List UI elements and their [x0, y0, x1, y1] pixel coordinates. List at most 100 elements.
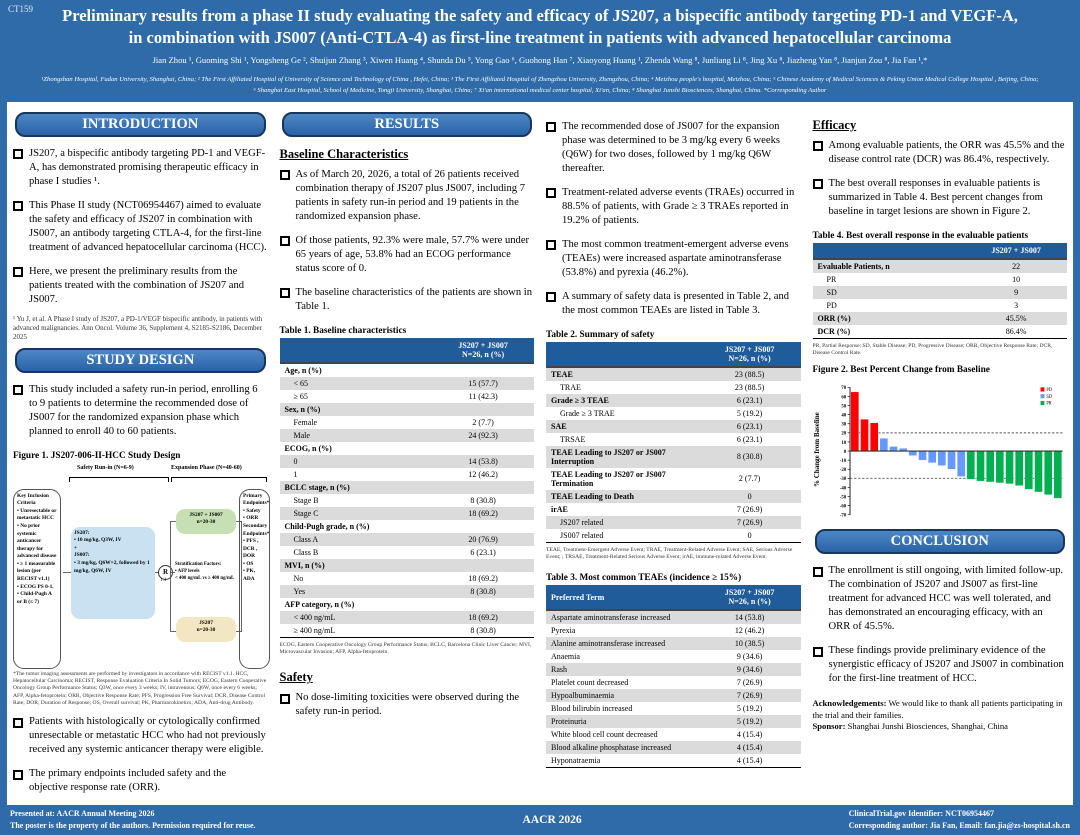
row-label: Proteinuria	[551, 717, 587, 727]
safety-results-bullet: A summary of safety data is presented in…	[546, 290, 801, 318]
row-value: 18 (69.2)	[468, 612, 498, 622]
table-row: Proteinuria 5 (19.2)	[546, 715, 801, 729]
row-value: 23 (88.5)	[734, 382, 765, 392]
table-row: < 400 ng/mL 18 (69.2)	[279, 610, 534, 624]
row-value: 4 (15.4)	[736, 743, 763, 753]
y-tick-label: -60	[839, 505, 846, 510]
safety-bullet: No dose-limiting toxicities were observe…	[279, 691, 535, 719]
row-label: Sex, n (%)	[284, 404, 321, 414]
study-design-bullet: Patients with histologically or cytologi…	[13, 715, 268, 757]
row-value	[432, 442, 534, 455]
bullet-square-icon	[279, 236, 290, 247]
dose-regimen-box: JS207: • 10 mg/kg, Q3W, IV + JS007: • 3 …	[71, 526, 155, 619]
figure1-footnote: *The tumor imaging assessments are perfo…	[13, 670, 267, 706]
bullet-text: This Phase II study (NCT06954467) aimed …	[29, 199, 267, 253]
legend-label: SD	[1046, 394, 1052, 399]
table2-summary-of-safety: JS207 + JS007 N=26, n (%) TEAE 23 (88.5) T…	[546, 341, 801, 543]
bullet-square-icon	[812, 179, 823, 190]
row-value: 5 (19.2)	[736, 704, 763, 714]
table-row: Rash 9 (34.6)	[546, 663, 801, 677]
arm-js207-js007-box: JS207 + JS007 n=20-30	[176, 508, 236, 534]
row-label: JS007 related	[560, 530, 604, 540]
row-value: 8 (30.8)	[470, 495, 496, 505]
table-row: Child-Pugh grade, n (%)	[280, 520, 535, 533]
footer-left: Presented at: AACR Annual Meeting 2026 T…	[10, 808, 256, 831]
poster-body: INTRODUCTION JS207, a bispecific antibod…	[7, 101, 1073, 805]
bullet-square-icon	[546, 292, 556, 303]
waterfall-bar	[995, 451, 1004, 484]
table-row: irAE 7 (26.9)	[546, 503, 801, 516]
sponsor-label: Sponsor:	[812, 721, 846, 732]
table-row: ≥ 65 11 (42.3)	[280, 390, 535, 403]
table-row: Alanine aminotransferase increased 10 (38…	[546, 637, 801, 651]
section-header-introduction: INTRODUCTION	[15, 111, 266, 137]
row-label: Child-Pugh grade, n (%)	[284, 521, 370, 531]
table-row: SAE 6 (23.1)	[546, 419, 801, 433]
table-row: 0 14 (53.8)	[279, 454, 534, 468]
row-value: 2 (7.7)	[472, 417, 494, 427]
table2-body: TEAE 23 (88.5) TRAE 23 (88.5) Grade ≥ 3 TEAE…	[546, 366, 801, 543]
bullet-text: A summary of safety data is presented in…	[562, 290, 790, 316]
row-value: 3	[1014, 300, 1019, 310]
table2-caption: Table 2. Summary of safety	[546, 329, 655, 340]
table-row: Class B 6 (23.1)	[280, 546, 535, 559]
waterfall-bar	[908, 451, 917, 457]
bracket-shape	[171, 476, 267, 482]
table-row: Pyrexia 12 (46.2)	[546, 624, 801, 637]
row-value: 9 (34.6)	[736, 652, 763, 662]
table2-label-header	[546, 341, 699, 368]
stratification-factors: Stratification Factors: • AFP levels < 4…	[175, 561, 235, 581]
results-bullet: The baseline characteristics of the pati…	[279, 286, 535, 314]
section-header-study-design: STUDY DESIGN	[15, 347, 266, 373]
row-label: TEAE Leading to Death	[551, 491, 634, 501]
table-row: Hyponatraemia 4 (15.4)	[546, 754, 801, 768]
figure2-caption: Figure 2. Best Percent Change from Basel…	[812, 365, 990, 376]
row-value	[432, 559, 534, 572]
waterfall-bar	[1033, 451, 1043, 493]
table-row: TEAE 23 (88.5)	[546, 366, 801, 381]
table-row: PR 10	[813, 273, 1068, 286]
row-label: TRSAE	[560, 434, 586, 444]
table-row: TEAE Leading to JS207 or JS007 Interrupt…	[546, 445, 801, 468]
waterfall-bar	[879, 438, 888, 452]
study-design-bullet: This study included a safety run-in peri…	[13, 383, 268, 439]
table-row: Male 24 (92.3)	[279, 428, 534, 442]
row-label: Female	[293, 417, 318, 427]
row-value: 0	[747, 530, 752, 540]
connector-line	[171, 571, 175, 573]
table1-column-header: JS207 + JS007 N=26, n (%)	[432, 337, 534, 364]
y-tick-label: -40	[839, 487, 846, 492]
column-1: INTRODUCTION JS207, a bispecific antibod…	[13, 110, 270, 801]
efficacy-bullet: The best overall responses in evaluable …	[812, 177, 1068, 219]
row-value: 9	[1014, 287, 1019, 297]
table-row: White blood cell count decreased 4 (15.4)	[546, 728, 801, 741]
row-label: DCR (%)	[817, 326, 851, 336]
row-label: ≥ 400 ng/mL	[293, 625, 336, 635]
row-value: 22	[1012, 261, 1021, 271]
table-row: Age, n (%)	[280, 363, 535, 377]
row-value: 5 (19.2)	[736, 717, 763, 727]
y-tick-label: -30	[839, 477, 846, 482]
table-row: Sex, n (%)	[279, 402, 534, 416]
endpoints-box: Primary Endpoints* • Safety • ORR Second…	[239, 488, 270, 669]
table2-column-header: JS207 + JS007 N=26, n (%)	[698, 341, 801, 368]
table-row: AFP category, n (%)	[280, 598, 535, 611]
poster-footer: Presented at: AACR Annual Meeting 2026 T…	[0, 805, 1080, 835]
table4-column-header: JS207 + JS007	[965, 242, 1067, 260]
row-label: AFP category, n (%)	[284, 599, 355, 609]
table1-label-header	[279, 337, 433, 364]
row-value: 18 (69.2)	[468, 573, 498, 583]
column-3: The recommended dose of JS007 for the ex…	[546, 110, 801, 801]
table-row: < 65 15 (57.7)	[279, 376, 534, 390]
row-label: 1	[293, 469, 298, 479]
study-design-bullet: The primary endpoints included safety an…	[13, 767, 268, 795]
y-tick-label: 60	[841, 396, 846, 401]
footer-conference: AACR 2026	[522, 813, 582, 826]
row-label: Stage C	[293, 508, 319, 518]
row-label: < 65	[293, 378, 309, 388]
row-label: Platelet count decreased	[551, 678, 629, 688]
row-value: 4 (15.4)	[736, 756, 763, 766]
table-row: 1 12 (46.2)	[280, 468, 535, 481]
row-value	[432, 520, 534, 533]
y-tick-label: 30	[841, 423, 846, 428]
